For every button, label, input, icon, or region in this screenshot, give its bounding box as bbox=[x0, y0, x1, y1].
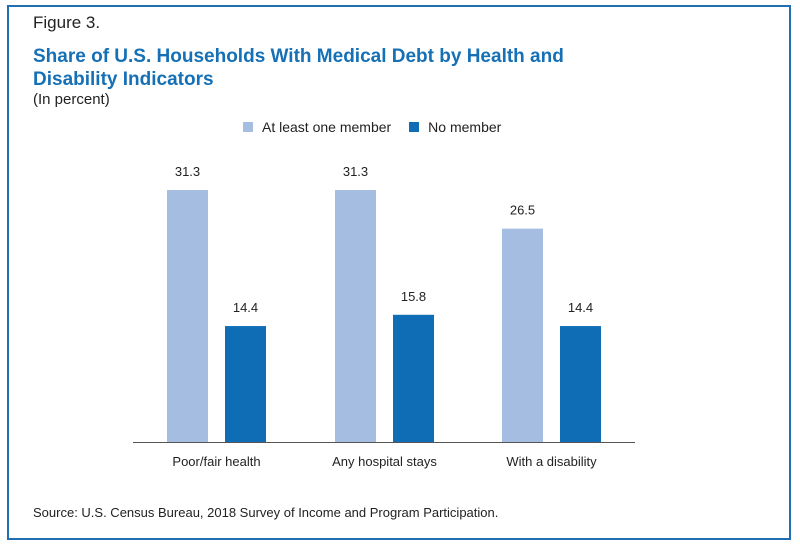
data-label-with-a-disability-no-member: 14.4 bbox=[568, 300, 593, 315]
legend-label-no-member: No member bbox=[428, 119, 502, 135]
x-tick-label-poor-fair-health: Poor/fair health bbox=[172, 454, 260, 469]
figure-label: Figure 3. bbox=[33, 13, 101, 32]
data-label-poor-fair-health-at-least-one-member: 31.3 bbox=[175, 164, 200, 179]
bar-poor-fair-health-at-least-one-member bbox=[167, 190, 208, 442]
chart-units: (In percent) bbox=[33, 91, 110, 108]
chart-title: Share of U.S. Households With Medical De… bbox=[33, 46, 564, 90]
chart-legend: At least one member No member bbox=[243, 119, 519, 135]
figure-frame bbox=[7, 5, 791, 540]
data-label-poor-fair-health-no-member: 14.4 bbox=[233, 300, 258, 315]
bar-with-a-disability-no-member bbox=[560, 326, 601, 442]
bar-poor-fair-health-no-member bbox=[225, 326, 266, 442]
legend-label-at-least-one: At least one member bbox=[262, 119, 392, 135]
legend-swatch-at-least-one bbox=[243, 122, 253, 132]
x-tick-label-with-a-disability: With a disability bbox=[506, 454, 597, 469]
bar-any-hospital-stays-at-least-one-member bbox=[335, 190, 376, 442]
bar-any-hospital-stays-no-member bbox=[393, 314, 434, 442]
legend-swatch-no-member bbox=[409, 122, 420, 132]
legend-item-at-least-one: At least one member bbox=[243, 119, 391, 135]
bar-with-a-disability-at-least-one-member bbox=[502, 228, 543, 442]
data-label-any-hospital-stays-at-least-one-member: 31.3 bbox=[343, 164, 368, 179]
source-note: Source: U.S. Census Bureau, 2018 Survey … bbox=[33, 505, 499, 520]
data-label-any-hospital-stays-no-member: 15.8 bbox=[401, 289, 426, 304]
x-tick-label-any-hospital-stays: Any hospital stays bbox=[332, 454, 437, 469]
legend-item-no-member: No member bbox=[409, 119, 501, 135]
data-label-with-a-disability-at-least-one-member: 26.5 bbox=[510, 203, 535, 218]
